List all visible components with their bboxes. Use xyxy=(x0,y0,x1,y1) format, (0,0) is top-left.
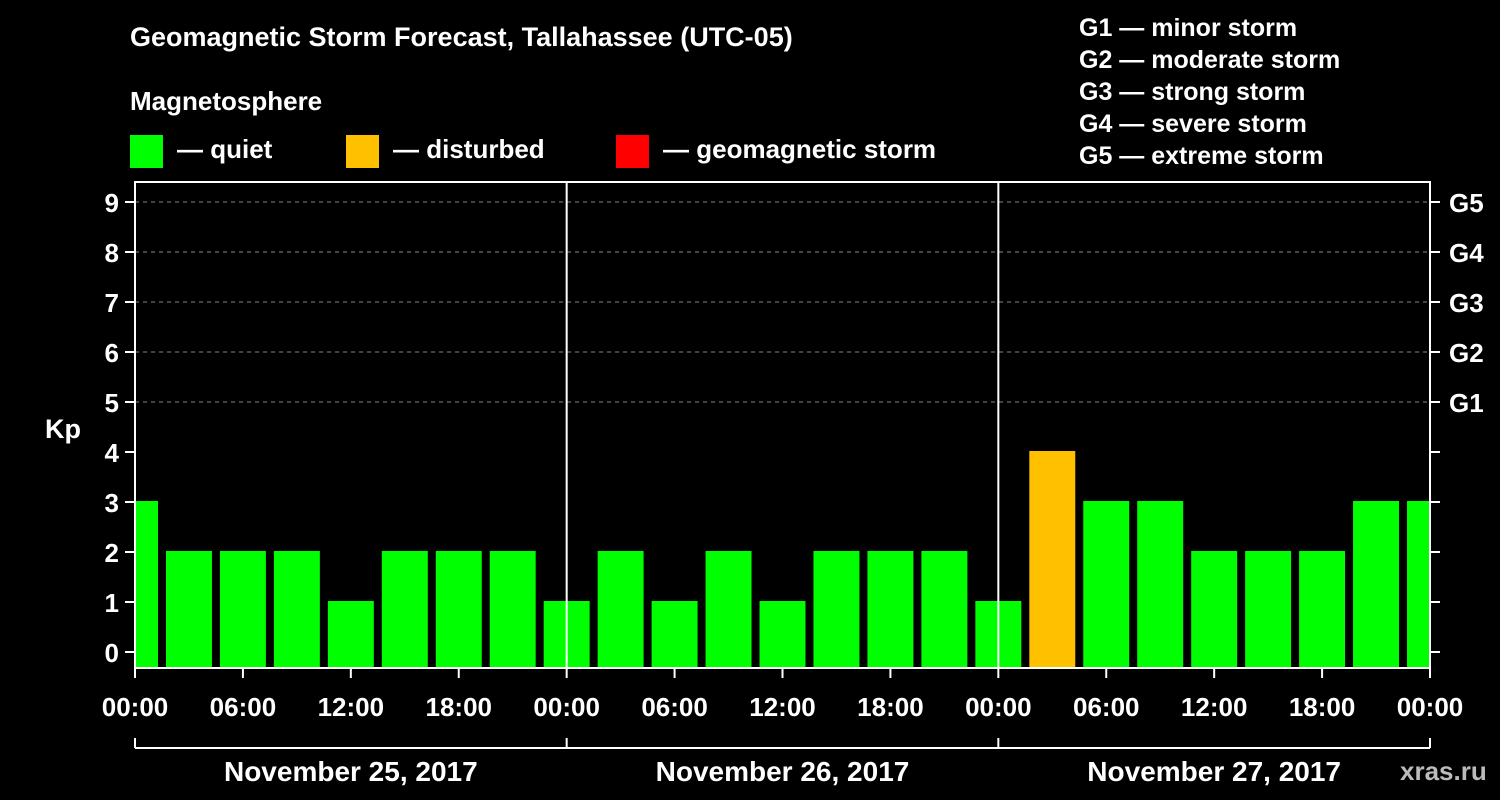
legend-label-quiet: — quiet xyxy=(177,134,273,164)
kp-bar xyxy=(273,551,320,668)
kp-bar xyxy=(867,551,914,668)
x-tick-label: 12:00 xyxy=(1181,692,1248,722)
y-tick-label: 8 xyxy=(105,238,119,268)
kp-bar xyxy=(921,551,968,668)
day-label: November 25, 2017 xyxy=(224,756,478,787)
storm-scale-g2: G2 — moderate storm xyxy=(1079,46,1341,74)
x-tick-label: 00:00 xyxy=(1397,692,1464,722)
kp-bar xyxy=(759,601,806,668)
kp-bar xyxy=(1137,501,1184,668)
x-tick-label: 00:00 xyxy=(965,692,1032,722)
legend-swatch-storm xyxy=(616,135,649,168)
y-tick-label: 7 xyxy=(105,288,119,318)
x-tick-label: 18:00 xyxy=(426,692,493,722)
kp-bar xyxy=(1353,501,1400,668)
legend-label-storm: — geomagnetic storm xyxy=(663,134,937,164)
kp-bar xyxy=(165,551,212,668)
legend-swatch-quiet xyxy=(130,135,163,168)
y-tick-label: 4 xyxy=(105,438,120,468)
g-level-label: G1 xyxy=(1449,388,1484,418)
legend-swatch-disturbed xyxy=(346,135,379,168)
y-tick-label: 2 xyxy=(105,538,119,568)
y-tick-label: 3 xyxy=(105,488,119,518)
kp-bar xyxy=(381,551,428,668)
g-level-label: G3 xyxy=(1449,288,1484,318)
x-tick-label: 18:00 xyxy=(857,692,924,722)
storm-scale-g1: G1 — minor storm xyxy=(1079,14,1298,42)
watermark: xras.ru xyxy=(1400,756,1487,786)
kp-bar xyxy=(489,551,536,668)
day-label: November 27, 2017 xyxy=(1087,756,1341,787)
g-level-label: G4 xyxy=(1449,238,1484,268)
x-tick-label: 06:00 xyxy=(1073,692,1140,722)
y-tick-label: 6 xyxy=(105,338,119,368)
x-tick-label: 00:00 xyxy=(533,692,600,722)
kp-bar xyxy=(1407,501,1429,668)
y-tick-label: 9 xyxy=(105,188,119,218)
day-label: November 26, 2017 xyxy=(656,756,910,787)
kp-bar xyxy=(597,551,644,668)
kp-bar xyxy=(1191,551,1238,668)
x-tick-label: 18:00 xyxy=(1289,692,1356,722)
x-tick-label: 12:00 xyxy=(749,692,816,722)
kp-bar xyxy=(705,551,752,668)
storm-scale-g4: G4 — severe storm xyxy=(1079,110,1307,138)
storm-scale-g3: G3 — strong storm xyxy=(1079,78,1306,106)
storm-scale-g5: G5 — extreme storm xyxy=(1079,142,1324,170)
kp-bar xyxy=(327,601,374,668)
x-tick-label: 06:00 xyxy=(641,692,708,722)
x-tick-label: 00:00 xyxy=(102,692,169,722)
kp-bar xyxy=(219,551,266,668)
kp-bar xyxy=(1083,501,1130,668)
kp-bar xyxy=(813,551,860,668)
kp-bar xyxy=(651,601,698,668)
legend-label-disturbed: — disturbed xyxy=(393,134,545,164)
kp-bar xyxy=(1029,451,1076,668)
x-tick-label: 12:00 xyxy=(318,692,385,722)
kp-bar xyxy=(1245,551,1292,668)
y-tick-label: 0 xyxy=(105,638,119,668)
kp-bar xyxy=(136,501,158,668)
kp-bar xyxy=(1299,551,1346,668)
x-tick-label: 06:00 xyxy=(210,692,277,722)
g-level-label: G2 xyxy=(1449,338,1484,368)
y-tick-label: 1 xyxy=(105,588,119,618)
chart-title: Geomagnetic Storm Forecast, Tallahassee … xyxy=(130,22,793,52)
y-tick-label: 5 xyxy=(105,388,119,418)
kp-bar xyxy=(435,551,482,668)
y-axis-label: Kp xyxy=(45,414,81,444)
storm-scale-legend: G1 — minor storm G2 — moderate storm G3 … xyxy=(1079,12,1340,172)
g-level-label: G5 xyxy=(1449,188,1484,218)
legend-title: Magnetosphere xyxy=(130,86,323,116)
